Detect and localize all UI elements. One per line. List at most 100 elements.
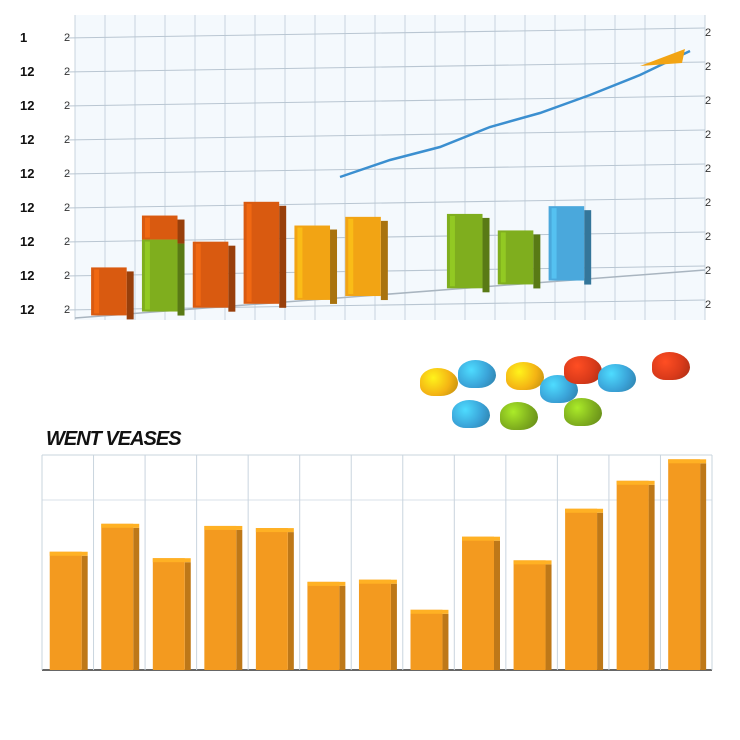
top-y-tick-right: 2 xyxy=(705,197,711,209)
legend-marker xyxy=(564,356,602,384)
top-grid-hline xyxy=(64,95,706,107)
top-trend-path xyxy=(339,49,691,179)
bottom-bar-chart xyxy=(41,454,713,671)
bottom-bar-top xyxy=(358,579,397,584)
bottom-bars xyxy=(49,459,707,670)
bottom-bar xyxy=(101,523,134,670)
bottom-bar-top xyxy=(616,480,655,485)
top-trend-line xyxy=(339,49,691,179)
top-y-tick-right: 2 xyxy=(705,95,711,107)
top-y-tick-right: 2 xyxy=(705,163,711,175)
top-bar-side xyxy=(126,271,134,320)
bottom-bar-side xyxy=(700,463,707,670)
top-bars xyxy=(91,201,592,320)
bottom-bar-top xyxy=(462,536,500,541)
top-bar-side xyxy=(330,229,338,304)
bottom-bar-side xyxy=(597,512,604,670)
bottom-bar-top xyxy=(565,508,604,513)
top-y-tick-label: 12 xyxy=(20,302,34,317)
top-bar-highlight xyxy=(246,203,252,302)
top-bar-highlight xyxy=(195,243,201,306)
legend-marker xyxy=(598,364,636,392)
bottom-bar-side xyxy=(287,532,294,670)
bottom-bar xyxy=(358,579,391,670)
legend-marker xyxy=(506,362,544,390)
top-bar-side xyxy=(380,220,388,301)
top-bar-side xyxy=(177,243,185,316)
bottom-grid xyxy=(41,454,713,671)
bottom-bar xyxy=(616,480,649,670)
top-grid-hline xyxy=(64,163,706,175)
top-bar-side xyxy=(482,217,490,293)
top-y-tick-minor: 2 xyxy=(64,270,70,282)
bottom-bar-top xyxy=(204,525,243,530)
bottom-bar-side xyxy=(184,562,191,670)
bottom-bar-side xyxy=(545,564,552,670)
bottom-bar xyxy=(255,528,288,670)
legend-marker xyxy=(420,368,458,396)
bottom-bar-top xyxy=(307,581,346,586)
top-trend-arrow xyxy=(640,49,685,66)
bottom-bar-side xyxy=(339,585,346,670)
top-y-tick-minor: 2 xyxy=(64,32,70,44)
top-y-tick-label: 12 xyxy=(20,200,34,215)
bottom-bar-side xyxy=(236,529,243,670)
top-bar-highlight xyxy=(551,208,557,279)
bottom-bar xyxy=(410,609,443,670)
bottom-bar-top xyxy=(255,528,294,533)
top-bar-side xyxy=(533,234,541,289)
top-y-tick-label: 12 xyxy=(20,234,34,249)
top-y-tick-minor: 2 xyxy=(64,168,70,180)
top-bar-side xyxy=(584,210,592,285)
legend-marker xyxy=(458,360,496,388)
top-y-tick-right: 2 xyxy=(705,299,711,311)
bottom-bar-side xyxy=(493,540,500,670)
bottom-bar xyxy=(668,459,701,670)
top-bar-highlight xyxy=(449,215,455,287)
bottom-bar-side xyxy=(442,613,449,670)
top-y-tick-right: 2 xyxy=(705,61,711,73)
top-y-tick-minor: 2 xyxy=(64,134,70,146)
top-bar-side xyxy=(177,219,185,244)
bottom-bar-side xyxy=(648,484,655,670)
bottom-bar-side xyxy=(133,527,140,670)
top-y-tick-minor: 2 xyxy=(64,236,70,248)
legend-marker xyxy=(540,375,578,403)
top-y-tick-label: 12 xyxy=(20,268,34,283)
bottom-bar xyxy=(565,508,598,670)
top-bar-highlight xyxy=(144,217,150,238)
top-grid-hline xyxy=(64,197,706,209)
top-y-tick-label: 12 xyxy=(20,132,34,147)
top-grid-hline xyxy=(64,61,706,73)
bottom-bar-side xyxy=(81,555,88,670)
top-y-tick-right: 2 xyxy=(705,265,711,277)
top-bar-side xyxy=(228,245,236,312)
bottom-bar-top xyxy=(49,551,88,556)
top-y-tick-minor: 2 xyxy=(64,66,70,78)
top-bar-highlight xyxy=(94,269,100,314)
legend-marker xyxy=(652,352,690,380)
top-bar-highlight xyxy=(348,218,354,295)
bottom-bar xyxy=(152,558,185,670)
top-y-tick-right: 2 xyxy=(705,231,711,243)
top-y-tick-right: 2 xyxy=(705,27,711,39)
top-bar-highlight xyxy=(500,232,506,283)
top-bar-highlight xyxy=(144,241,150,310)
bottom-bar xyxy=(204,525,237,670)
bottom-bar-side xyxy=(390,583,397,670)
top-grid-hline xyxy=(64,27,706,39)
bottom-bar xyxy=(513,560,546,670)
bottom-bar-top xyxy=(513,560,552,565)
top-y-tick-label: 12 xyxy=(20,98,34,113)
top-y-tick-label: 12 xyxy=(20,64,34,79)
top-y-tick-label: 12 xyxy=(20,166,34,181)
bottom-bar-top xyxy=(152,558,191,563)
bottom-bar-top xyxy=(410,609,449,614)
top-y-tick-label: 1 xyxy=(20,30,27,45)
bottom-bar xyxy=(307,581,340,670)
top-bar-side xyxy=(279,205,287,308)
top-y-tick-minor: 2 xyxy=(64,304,70,316)
bottom-bar xyxy=(462,536,494,670)
top-y-tick-minor: 2 xyxy=(64,100,70,112)
bottom-bar-top xyxy=(101,523,140,528)
